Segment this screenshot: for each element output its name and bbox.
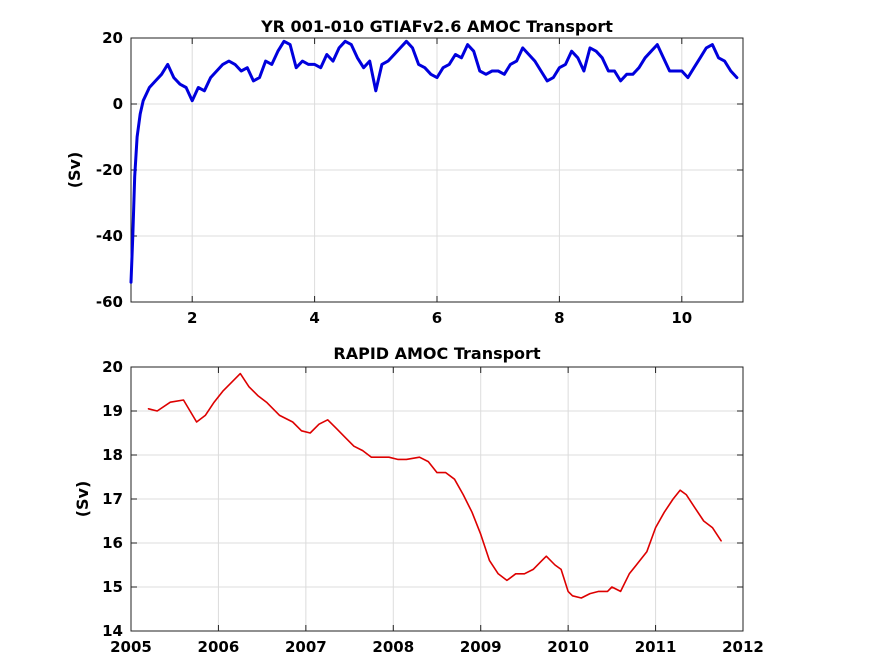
chart-rapid-amoc: RAPID AMOC Transport (Sv) 2005 2006 2007 20… [73,344,764,656]
y-tick-label: -20 [96,161,123,179]
x-tick-label: 4 [309,309,319,327]
x-tick-label: 2007 [285,638,327,656]
y-tick-label: 14 [102,622,123,640]
y-axis-label: (Sv) [73,481,92,518]
chart-gtiaf-amoc: YR 001-010 GTIAFv2.6 AMOC Transport (Sv)… [65,17,744,327]
y-tick-label: 17 [102,490,123,508]
y-tick-label: -60 [96,293,123,311]
y-tick-label: 15 [102,578,123,596]
chart-title: RAPID AMOC Transport [333,344,541,363]
series-line [129,39,739,284]
y-tick-label: -40 [96,227,123,245]
y-tick-label: 0 [113,95,123,113]
y-tick-label: 18 [102,446,123,464]
x-tick-label: 2011 [635,638,677,656]
x-tick-label: 2006 [198,638,240,656]
x-tick-label: 8 [554,309,564,327]
y-tick-label: 20 [102,29,123,47]
x-tick-label: 2009 [460,638,502,656]
chart-title: YR 001-010 GTIAFv2.6 AMOC Transport [260,17,613,36]
y-tick-label: 20 [102,358,123,376]
x-tick-label: 2008 [372,638,414,656]
x-tick-label: 2 [187,309,197,327]
y-tick-label: 16 [102,534,123,552]
x-tick-label: 2010 [547,638,589,656]
x-tick-label: 10 [671,309,692,327]
y-tick-label: 19 [102,402,123,420]
y-axis-label: (Sv) [65,152,84,189]
x-tick-label: 2005 [110,638,152,656]
series-line [147,372,722,599]
x-tick-label: 6 [432,309,442,327]
x-tick-label: 2012 [722,638,764,656]
